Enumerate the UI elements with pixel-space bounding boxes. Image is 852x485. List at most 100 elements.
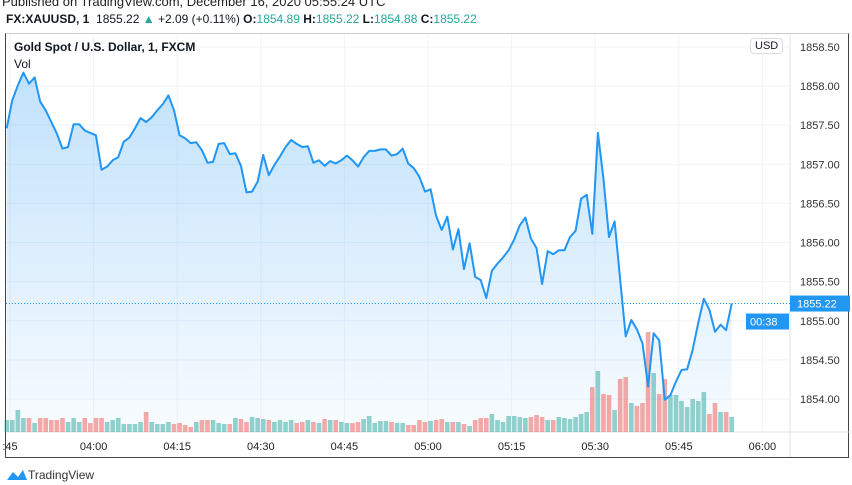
volume-bar [690,399,695,432]
published-caption: Published on TradingView.com, December 1… [2,0,386,9]
volume-bar [701,392,707,432]
tradingview-logo: TradingView [6,468,94,482]
volume-bar [695,401,701,432]
volume-bar [154,424,160,432]
volume-bar [589,387,595,432]
volume-bar [422,422,428,432]
volume-bar [372,423,378,432]
volume-bar [299,422,305,432]
volume-bar [138,422,143,432]
volume-bar [478,418,484,432]
volume-bar [88,423,93,432]
volume-bar [21,418,26,432]
x-tick-label: 05:30 [581,441,609,453]
x-tick-label: 05:45 [665,441,693,453]
volume-bar [495,420,500,432]
volume-bar [634,406,640,432]
x-tick-label: 04:30 [247,441,275,453]
x-tick-label: 04:00 [80,441,108,453]
open-value: 1854.89 [256,12,300,26]
volume-bar [595,371,601,432]
volume-bar [65,422,71,432]
volume-bar [260,419,266,432]
price-area [6,72,732,432]
volume-bar [227,424,233,432]
volume-bar [456,422,461,432]
y-tick-label: 1855.00 [800,316,840,328]
volume-bar [316,423,322,432]
volume-bar [723,412,729,432]
volume-bar [539,417,545,432]
last-price-box [790,295,850,312]
volume-bar [428,421,433,432]
volume-bar [54,420,60,432]
volume-bar [562,418,567,432]
volume-bar [327,420,333,432]
volume-bar [244,422,249,432]
symbol-name: FX:XAUUSD, 1 [6,12,90,26]
volume-bar [177,423,182,432]
volume-bar [9,420,15,432]
symbol-info-line: FX:XAUUSD, 1 1855.22 ▲ +2.09 (+0.11%) O:… [6,12,477,26]
volume-bar [26,418,32,432]
volume-bar [205,420,210,432]
volume-bar [350,423,355,432]
volume-bar [210,420,216,432]
volume-bar [99,418,104,432]
y-tick-label: 1854.50 [800,355,840,367]
price-change: +2.09 (+0.11%) [157,12,240,26]
volume-bar [444,422,450,432]
volume-bar [49,420,54,432]
volume-bar [160,424,166,432]
tradingview-logo-icon [7,470,27,480]
volume-bar [601,394,606,432]
x-tick-label: 04:45 [331,441,359,453]
volume-bar [366,416,372,432]
volume-bar [355,422,361,432]
low-value: 1854.88 [373,12,418,26]
close-label: C: [420,12,434,26]
volume-bar [467,426,472,432]
volume-bar [606,395,612,432]
volume-bar [684,407,690,432]
volume-bar [433,420,439,432]
volume-bar [15,410,21,432]
y-tick-label: 1857.00 [800,159,840,171]
volume-bar [199,420,205,432]
volume-bar [311,422,316,432]
volume-bar [115,418,121,432]
low-label: L: [362,12,374,26]
volume-bar [171,424,177,432]
volume-bar [612,410,617,432]
chart-frame [5,33,849,458]
volume-bar [378,421,383,432]
volume-bar [656,394,662,432]
volume-bar [517,417,523,432]
volume-bar [277,420,283,432]
volume-bar [82,418,88,432]
chart-title: Gold Spot / U.S. Dollar, 1, FXCM [14,40,196,54]
volume-bar [104,422,110,432]
x-tick-label: 06:00 [749,441,777,453]
currency-button[interactable]: USD [750,38,784,54]
volume-bar [132,424,138,432]
volume-bar [37,418,43,432]
volume-bar [461,424,467,432]
volume-bar [729,417,735,432]
volume-bar [283,422,288,432]
volume-bar [60,418,65,432]
volume-bar [272,422,277,432]
volume-bar [679,401,684,432]
volume-bar [411,425,417,432]
volume-bar [221,424,227,432]
volume-bar [188,427,194,432]
volume-bar [528,417,534,432]
volume-bar [629,403,634,432]
volume-bar [322,419,327,432]
y-tick-label: 1855.50 [800,277,840,289]
volume-bar [668,395,673,432]
y-tick-label: 1858.50 [800,42,840,54]
volume-bar [383,421,389,432]
volume-bar [623,377,629,432]
